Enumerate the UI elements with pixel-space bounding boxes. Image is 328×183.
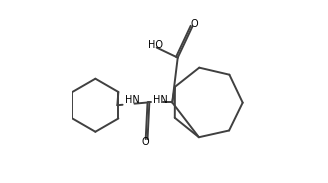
Text: HO: HO	[148, 40, 163, 50]
Text: O: O	[191, 19, 198, 29]
Text: HN: HN	[125, 95, 139, 105]
Text: O: O	[141, 137, 149, 147]
Text: HN: HN	[153, 95, 167, 105]
